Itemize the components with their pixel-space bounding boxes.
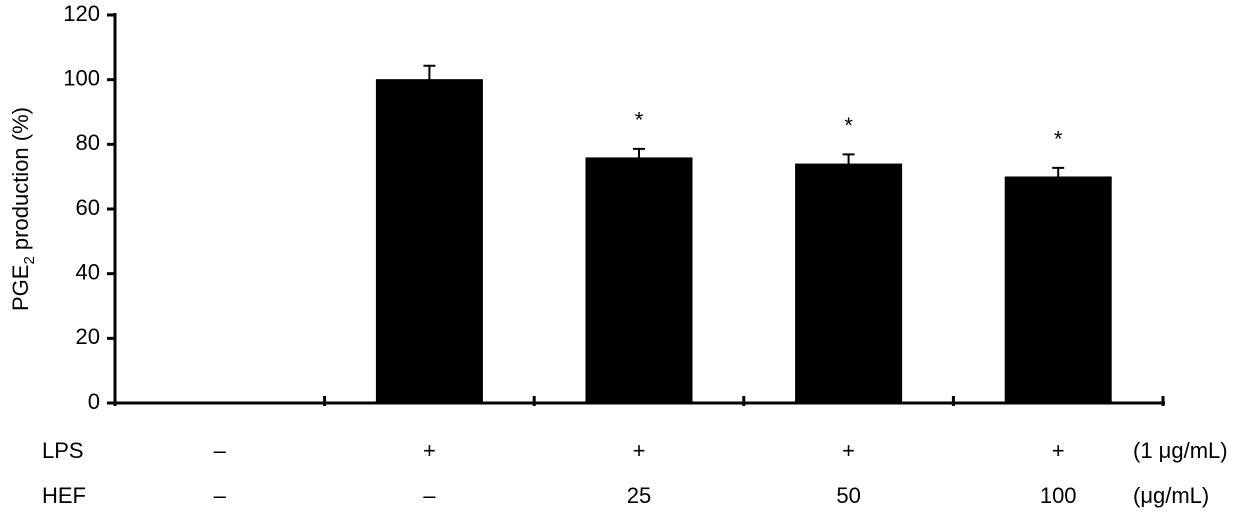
condition-name: HEF [42,483,86,508]
y-axis-label-rest: production (%) [8,107,33,256]
significance-mark: * [635,108,644,133]
significance-mark: * [844,113,853,138]
condition-value: – [214,483,227,508]
y-tick-label: 60 [76,195,100,220]
condition-unit: (1 μg/mL) [1133,438,1228,463]
y-tick-label: 120 [63,1,100,26]
condition-value: – [214,438,227,463]
y-tick-label: 100 [63,65,100,90]
condition-value: 50 [836,483,860,508]
error-bar [423,64,436,80]
condition-value: + [842,438,855,463]
y-tick-label: 20 [76,324,100,349]
condition-value: + [633,438,646,463]
condition-value: 25 [627,483,651,508]
condition-value: – [423,483,436,508]
condition-value: + [1052,438,1065,463]
condition-value: + [423,438,436,463]
bar [795,163,903,404]
bar [375,79,483,404]
condition-value: 100 [1040,483,1077,508]
y-tick-label: 40 [76,259,100,284]
condition-name: LPS [42,438,84,463]
bar [585,157,693,404]
y-axis-label-sub: 2 [21,256,38,264]
significance-mark: * [1054,127,1063,152]
bar [1004,176,1112,404]
y-axis-label: PGE2 production (%) [8,107,39,311]
error-bar [842,153,855,165]
error-bar [633,147,645,158]
y-tick-label: 0 [88,389,100,414]
y-tick-label: 80 [76,130,100,155]
y-axis-label-main: PGE [8,265,33,311]
condition-unit: (μg/mL) [1133,483,1209,508]
error-bar [1052,166,1065,177]
